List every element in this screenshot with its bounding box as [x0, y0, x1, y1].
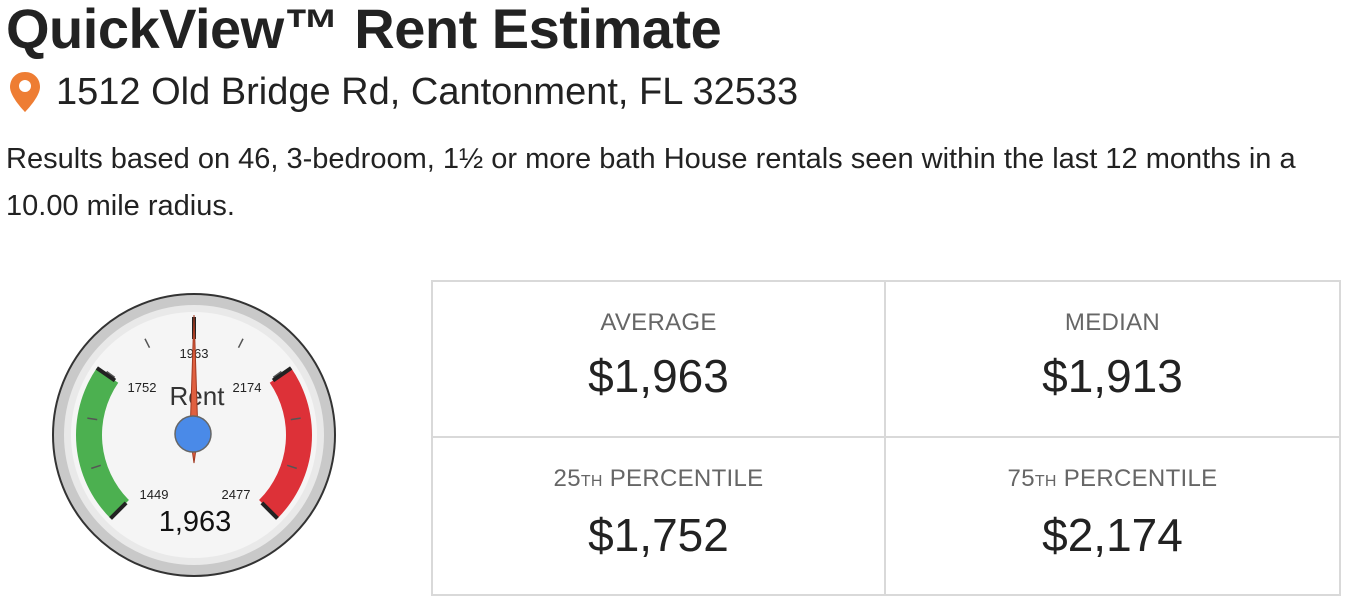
page-title: QuickView™ Rent Estimate: [6, 0, 722, 60]
gauge-green-band: [76, 368, 129, 519]
stat-25th-text: PERCENTILE: [602, 465, 764, 492]
rent-gauge: Rent 1449 1752 1963 2174 2477 1,963: [52, 293, 336, 577]
gauge-minor-tick: [290, 417, 301, 421]
stat-75th-percentile: 75TH PERCENTILE $2,174: [886, 438, 1339, 594]
gauge-max-label: 2477: [222, 487, 251, 502]
gauge-minor-tick: [144, 338, 151, 349]
stat-average-value: $1,963: [588, 350, 729, 402]
map-pin-icon: [10, 72, 40, 112]
stat-25th-suffix: TH: [580, 473, 603, 490]
gauge-high-label: 2174: [233, 380, 262, 395]
stat-75th-suffix: TH: [1034, 473, 1057, 490]
stat-25th-number: 25: [553, 465, 581, 492]
stat-average-label: AVERAGE: [600, 309, 717, 336]
stat-25th-percentile-label: 25TH PERCENTILE: [554, 464, 764, 497]
gauge-minor-tick: [272, 370, 282, 379]
gauge-low-label: 1752: [128, 380, 157, 395]
stat-median: MEDIAN $1,913: [886, 282, 1339, 438]
address-row: 1512 Old Bridge Rd, Cantonment, FL 32533: [8, 68, 798, 116]
stat-75th-percentile-label: 75TH PERCENTILE: [1008, 464, 1218, 497]
results-summary: Results based on 46, 3-bedroom, 1½ or mo…: [6, 143, 1296, 222]
gauge-min-label: 1449: [140, 487, 169, 502]
gauge-hub: [174, 415, 212, 453]
gauge-major-tick: [109, 501, 128, 520]
gauge-minor-tick: [87, 417, 98, 421]
stat-75th-number: 75: [1007, 465, 1035, 492]
stat-average: AVERAGE $1,963: [433, 282, 886, 438]
gauge-red-band: [259, 368, 312, 519]
gauge-minor-tick: [106, 370, 116, 379]
gauge-minor-tick: [237, 338, 244, 349]
rent-stats-grid: AVERAGE $1,963 MEDIAN $1,913 25TH PERCEN…: [431, 280, 1341, 596]
property-address: 1512 Old Bridge Rd, Cantonment, FL 32533: [56, 71, 799, 113]
gauge-minor-tick: [286, 464, 297, 470]
gauge-value: 1,963: [159, 506, 232, 538]
stat-25th-percentile-value: $1,752: [588, 509, 729, 561]
stat-median-value: $1,913: [1042, 350, 1183, 402]
gauge-major-tick: [260, 501, 279, 520]
stat-median-label: MEDIAN: [1064, 309, 1161, 336]
stat-75th-percentile-value: $2,174: [1042, 509, 1183, 561]
stat-25th-percentile: 25TH PERCENTILE $1,752: [433, 438, 886, 594]
gauge-minor-tick: [91, 464, 102, 470]
gauge-major-tick: [95, 366, 117, 383]
gauge-major-tick: [271, 366, 293, 383]
stat-75th-text: PERCENTILE: [1056, 465, 1218, 492]
